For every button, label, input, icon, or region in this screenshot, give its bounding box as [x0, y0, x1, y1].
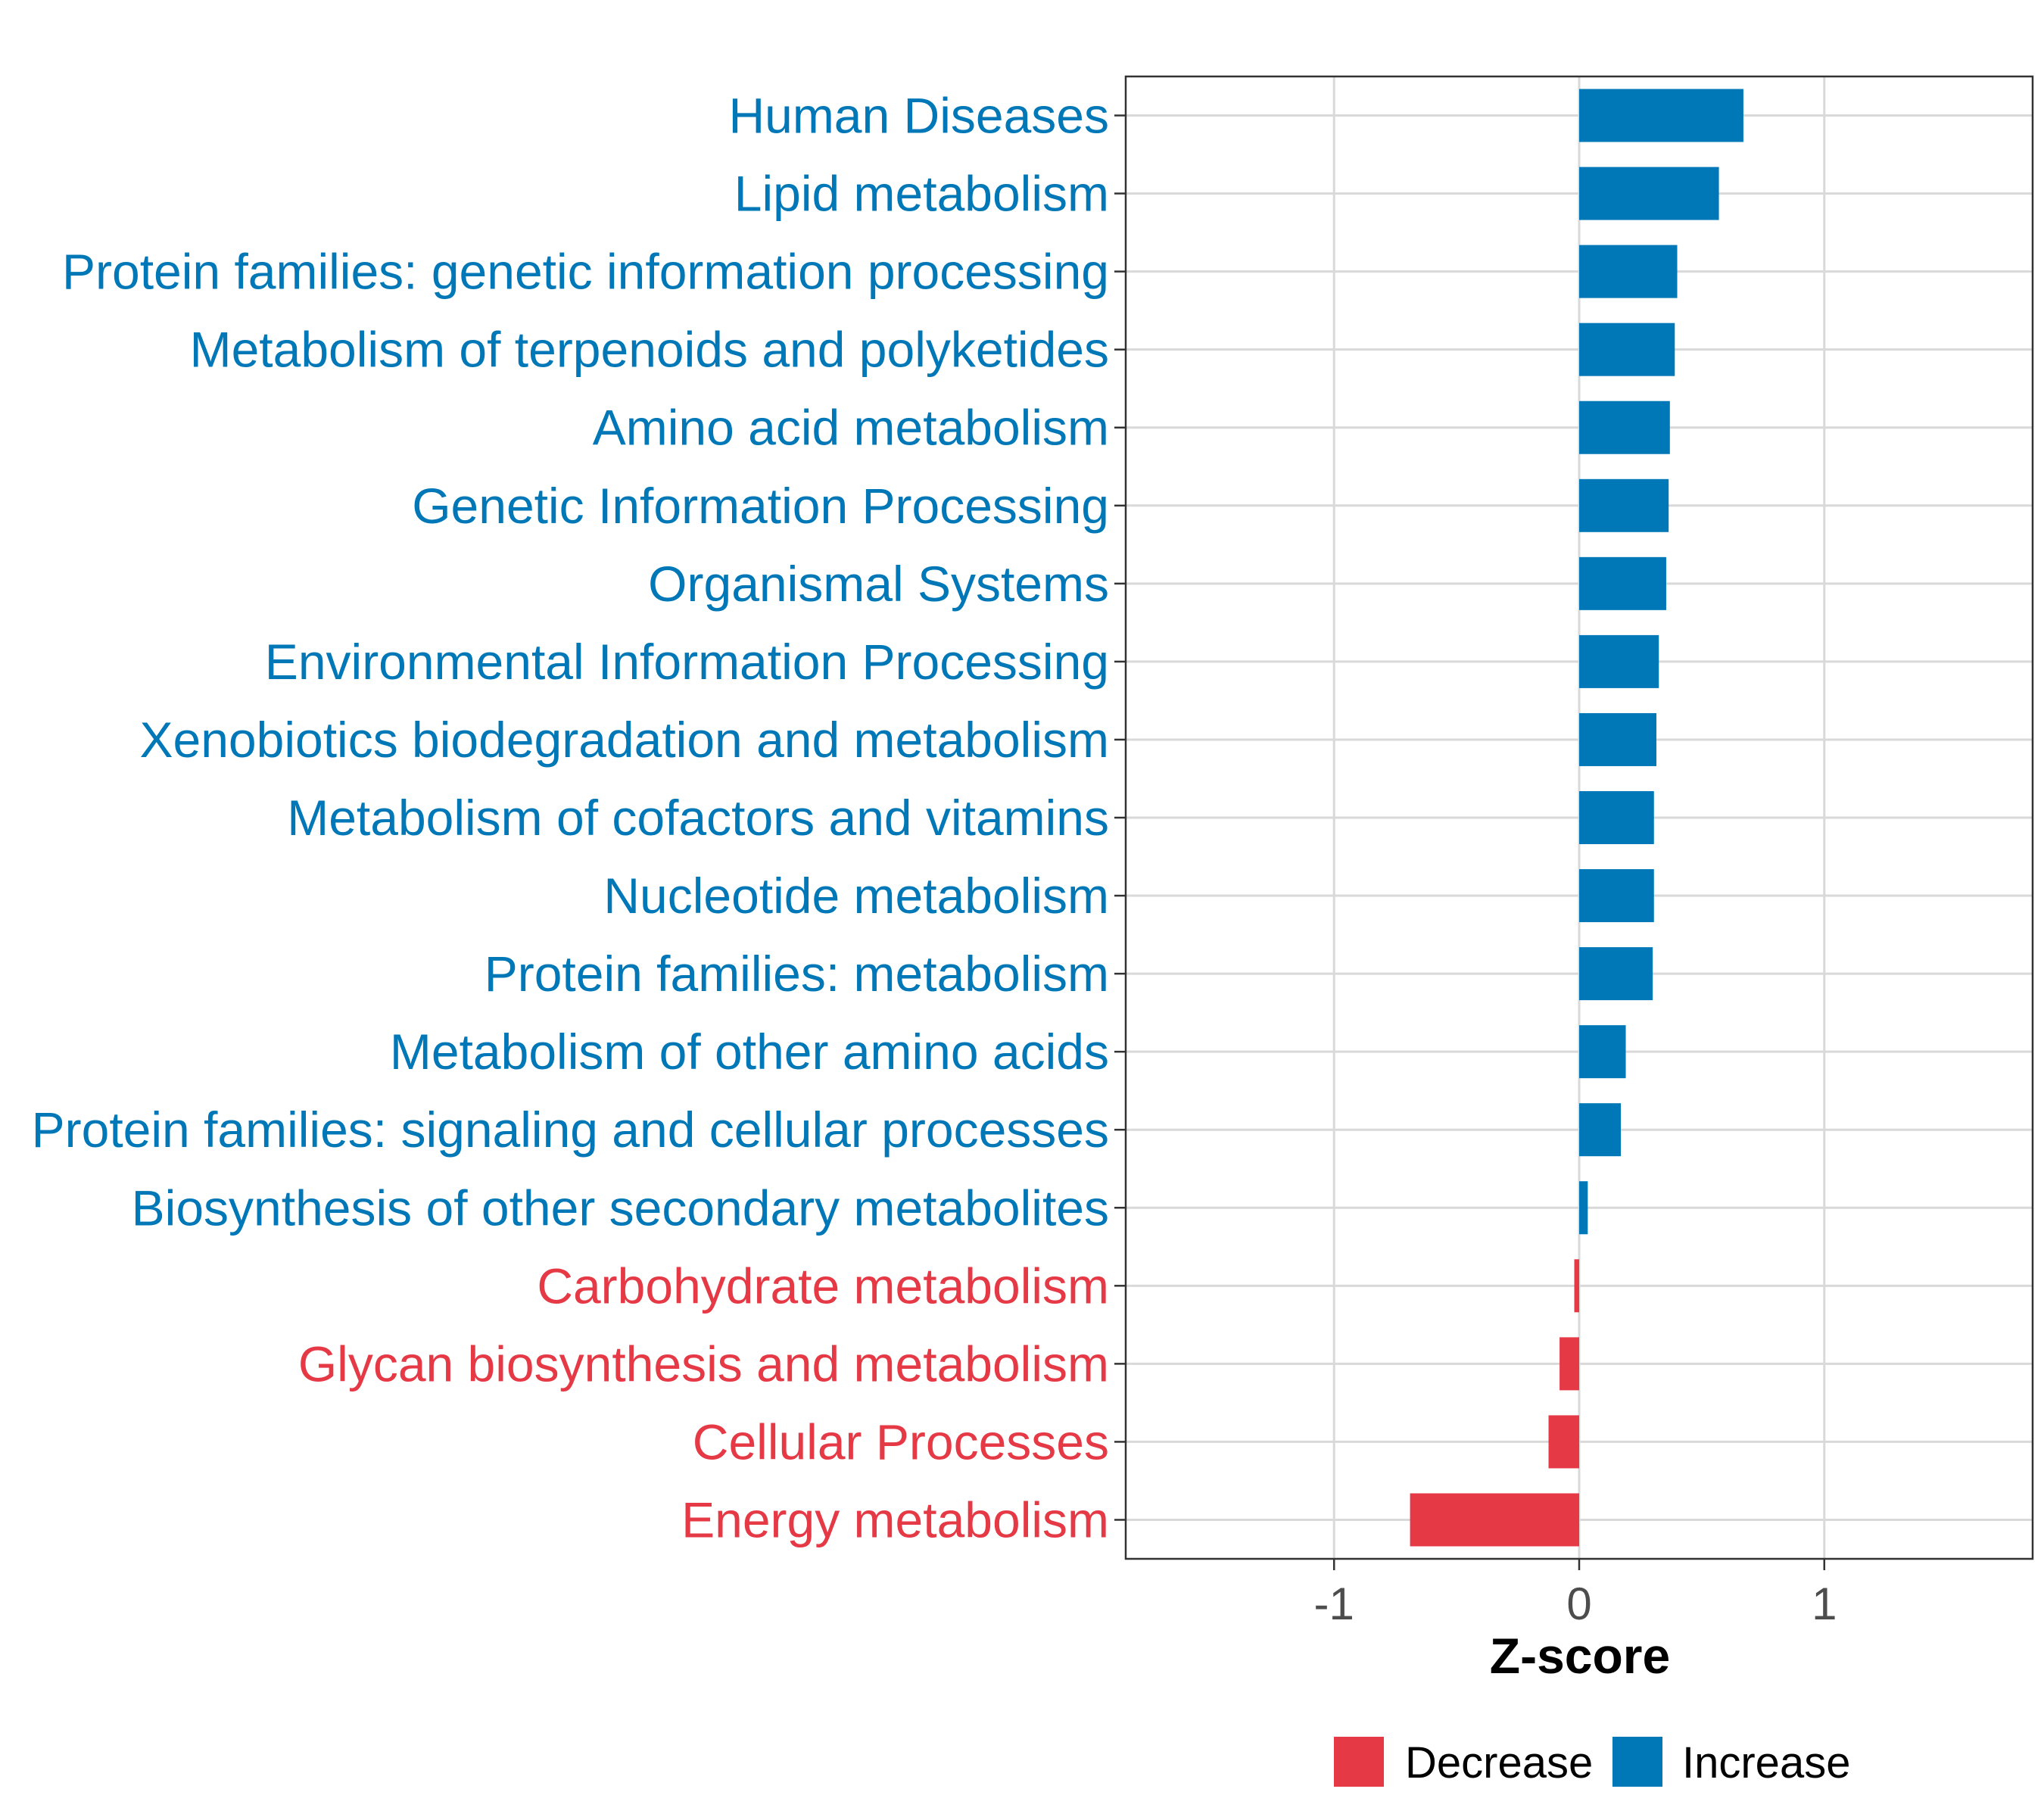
legend-swatch-decrease	[1334, 1737, 1384, 1787]
legend-label-increase: Increase	[1682, 1738, 1850, 1787]
bar	[1579, 478, 1669, 532]
category-label: Amino acid metabolism	[593, 400, 1109, 456]
legend: Decrease Increase	[1334, 1737, 1850, 1787]
bar	[1574, 1259, 1579, 1313]
bar	[1579, 89, 1743, 142]
category-label: Metabolism of cofactors and vitamins	[287, 790, 1109, 846]
category-label: Energy metabolism	[681, 1491, 1109, 1547]
y-axis-category-labels: Human Diseases Lipid metabolism Protein fa…	[32, 88, 1109, 1548]
bar	[1579, 791, 1654, 844]
category-label: Protein families: metabolism	[485, 946, 1109, 1002]
x-tick-label: 1	[1812, 1579, 1837, 1629]
bar	[1579, 869, 1654, 923]
category-label: Protein families: genetic information pr…	[62, 244, 1109, 300]
category-label: Genetic Information Processing	[412, 478, 1109, 534]
bar	[1579, 556, 1666, 610]
x-axis-ticks: -1 0 1	[1314, 1559, 1837, 1629]
bar	[1410, 1493, 1579, 1547]
category-label: Xenobiotics biodegradation and metabolis…	[140, 712, 1110, 768]
legend-label-decrease: Decrease	[1405, 1738, 1593, 1787]
legend-swatch-increase	[1612, 1737, 1662, 1787]
bar	[1579, 947, 1653, 1001]
x-axis-title: Z-score	[1490, 1628, 1670, 1684]
bar	[1559, 1337, 1579, 1391]
y-axis-ticks	[1114, 114, 1126, 1521]
bar	[1548, 1415, 1579, 1469]
category-label: Lipid metabolism	[734, 166, 1109, 222]
category-label: Human Diseases	[728, 88, 1109, 144]
bar	[1579, 712, 1656, 766]
category-label: Protein families: signaling and cellular…	[32, 1102, 1109, 1158]
bar	[1579, 634, 1659, 688]
category-label: Carbohydrate metabolism	[537, 1258, 1109, 1314]
bar	[1579, 1181, 1588, 1235]
x-tick-label: 0	[1566, 1579, 1591, 1629]
bar	[1579, 1103, 1622, 1157]
category-label: Metabolism of other amino acids	[390, 1024, 1109, 1080]
category-label: Nucleotide metabolism	[603, 868, 1109, 924]
category-label: Glycan biosynthesis and metabolism	[298, 1335, 1109, 1392]
bar	[1579, 245, 1678, 298]
bar-layer	[1410, 89, 1743, 1547]
category-label: Biosynthesis of other secondary metaboli…	[132, 1180, 1109, 1236]
category-label: Environmental Information Processing	[265, 634, 1109, 690]
bar	[1579, 1025, 1626, 1079]
bar	[1579, 400, 1670, 454]
bar	[1579, 323, 1675, 376]
category-label: Cellular Processes	[693, 1413, 1109, 1469]
category-label: Organismal Systems	[648, 556, 1109, 612]
category-label: Metabolism of terpenoids and polyketides	[190, 322, 1109, 378]
x-tick-label: -1	[1314, 1579, 1354, 1629]
bar	[1579, 167, 1719, 220]
